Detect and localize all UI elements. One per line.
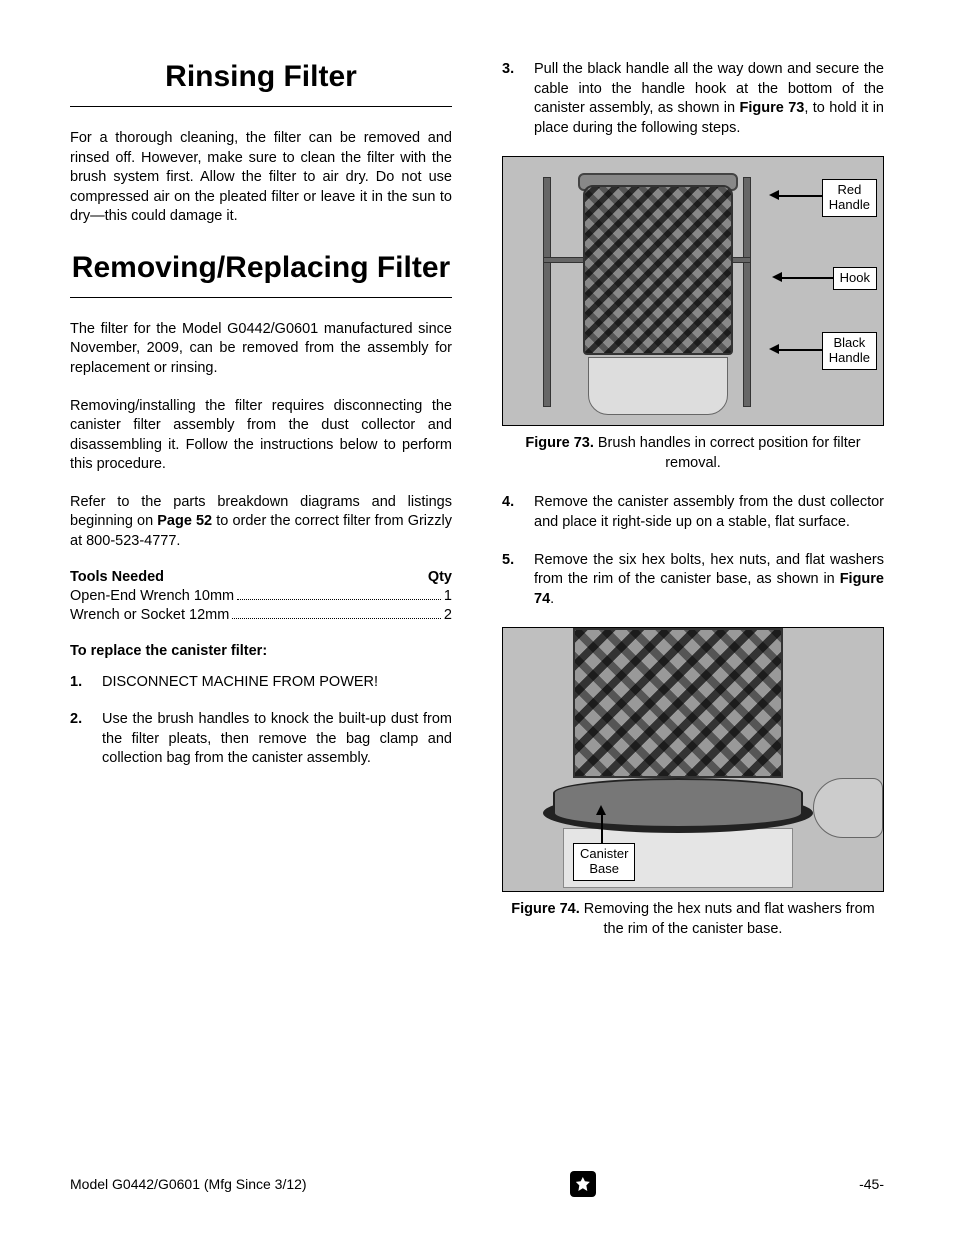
step-5: 5. Remove the six hex bolts, hex nuts, a… [502, 551, 884, 610]
section-title-removing: Removing/Replacing Filter [70, 251, 452, 285]
step-number: 4. [502, 493, 534, 532]
figure-74: Canister Base [502, 627, 884, 892]
steps-list-right: 3. Pull the black handle all the way dow… [502, 60, 884, 138]
removing-p3: Refer to the parts breakdown diagrams an… [70, 493, 452, 552]
callout-hook: Hook [833, 267, 877, 290]
leader-dots [232, 605, 441, 618]
canister-illustration [573, 628, 783, 778]
fig74-caption-rest: Removing the hex nuts and flat washers f… [580, 901, 875, 937]
step-4: 4. Remove the canister assembly from the… [502, 493, 884, 532]
step5-pre: Remove the six hex bolts, hex nuts, and … [534, 552, 884, 588]
tool-name: Open-End Wrench 10mm [70, 588, 234, 604]
step-number: 1. [70, 673, 102, 693]
tool-row: Open-End Wrench 10mm 1 [70, 587, 452, 604]
step-text: DISCONNECT MACHINE FROM POWER! [102, 673, 452, 693]
tool-name: Wrench or Socket 12mm [70, 607, 229, 623]
footer-right: -45- [859, 1176, 884, 1192]
machine-illustration [523, 167, 753, 417]
callout-black-handle: Black Handle [822, 332, 877, 370]
figure-73-caption: Figure 73. Brush handles in correct posi… [502, 434, 884, 473]
rule [70, 106, 452, 107]
base-illustration [553, 778, 803, 828]
brand-logo-icon [570, 1171, 596, 1197]
procedure-heading: To replace the canister filter: [70, 643, 452, 659]
step-number: 5. [502, 551, 534, 610]
removing-p1: The filter for the Model G0442/G0601 man… [70, 320, 452, 379]
tools-header: Tools Needed Qty [70, 569, 452, 585]
tool-row: Wrench or Socket 12mm 2 [70, 605, 452, 622]
figure-73: Red Handle Hook Black Handle [502, 156, 884, 426]
step3-bold: Figure 73 [739, 100, 804, 116]
tools-header-left: Tools Needed [70, 569, 164, 585]
fig73-caption-rest: Brush handles in correct position for fi… [594, 435, 861, 471]
callout-canister-base: Canister Base [573, 843, 635, 881]
step-2: 2. Use the brush handles to knock the bu… [70, 710, 452, 769]
rinsing-paragraph: For a thorough cleaning, the filter can … [70, 129, 452, 227]
step-text: Pull the black handle all the way down a… [534, 60, 884, 138]
p3-bold: Page 52 [157, 513, 212, 529]
rule [70, 297, 452, 298]
step-text: Remove the canister assembly from the du… [534, 493, 884, 532]
tools-header-right: Qty [428, 569, 452, 585]
removing-p2: Removing/installing the filter requires … [70, 397, 452, 475]
step-number: 2. [70, 710, 102, 769]
step5-post: . [550, 591, 554, 607]
step-1: 1. DISCONNECT MACHINE FROM POWER! [70, 673, 452, 693]
page-footer: Model G0442/G0601 (Mfg Since 3/12) -45- [70, 1171, 884, 1197]
leader-dots [237, 587, 441, 600]
step-3: 3. Pull the black handle all the way dow… [502, 60, 884, 138]
tool-qty: 1 [444, 588, 452, 604]
figure-74-caption: Figure 74. Removing the hex nuts and fla… [502, 900, 884, 939]
tool-qty: 2 [444, 607, 452, 623]
steps-list-right-2: 4. Remove the canister assembly from the… [502, 493, 884, 609]
step-number: 3. [502, 60, 534, 138]
fig73-caption-bold: Figure 73. [525, 435, 594, 451]
left-column: Rinsing Filter For a thorough cleaning, … [70, 60, 452, 959]
callout-red-handle: Red Handle [822, 179, 877, 217]
steps-list-left: 1. DISCONNECT MACHINE FROM POWER! 2. Use… [70, 673, 452, 769]
fig74-caption-bold: Figure 74. [511, 901, 580, 917]
right-column: 3. Pull the black handle all the way dow… [502, 60, 884, 959]
step-text: Use the brush handles to knock the built… [102, 710, 452, 769]
hand-illustration [813, 778, 883, 838]
section-title-rinsing: Rinsing Filter [70, 60, 452, 94]
footer-left: Model G0442/G0601 (Mfg Since 3/12) [70, 1176, 307, 1192]
step-text: Remove the six hex bolts, hex nuts, and … [534, 551, 884, 610]
